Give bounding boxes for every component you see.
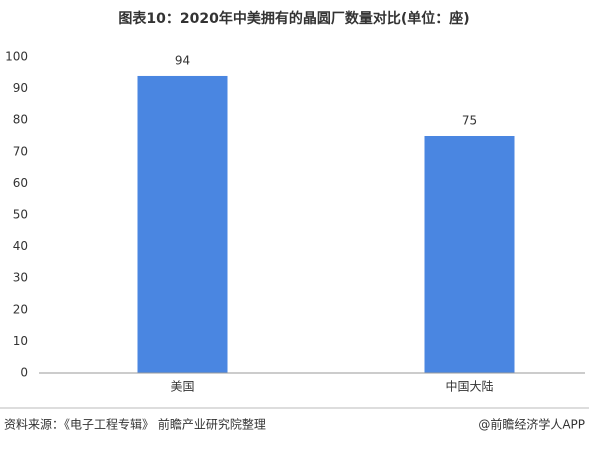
y-tick-label: 80 <box>13 113 28 127</box>
bar <box>424 136 515 373</box>
y-tick-label: 40 <box>13 239 28 253</box>
y-tick-label: 100 <box>5 50 28 64</box>
data-label: 94 <box>175 53 190 67</box>
y-tick-label: 30 <box>13 271 28 285</box>
y-tick-label: 90 <box>13 81 28 95</box>
data-label: 75 <box>462 114 477 128</box>
bar <box>137 75 228 374</box>
y-tick-label: 0 <box>20 366 28 380</box>
brand: @前瞻经济学人APP <box>478 417 585 432</box>
x-tick-label: 中国大陆 <box>445 379 493 394</box>
y-tick-label: 70 <box>13 144 28 158</box>
chart-title: 图表10：2020年中美拥有的晶圆厂数量对比(单位：座) <box>118 10 469 27</box>
x-tick-label: 美国 <box>170 380 194 394</box>
y-tick-label: 60 <box>13 176 28 190</box>
y-tick-label: 20 <box>13 302 28 316</box>
y-tick-label: 50 <box>13 208 28 222</box>
source-note: 资料来源：《电子工程专辑》 前瞻产业研究院整理 <box>4 417 266 432</box>
y-tick-label: 10 <box>13 334 28 348</box>
